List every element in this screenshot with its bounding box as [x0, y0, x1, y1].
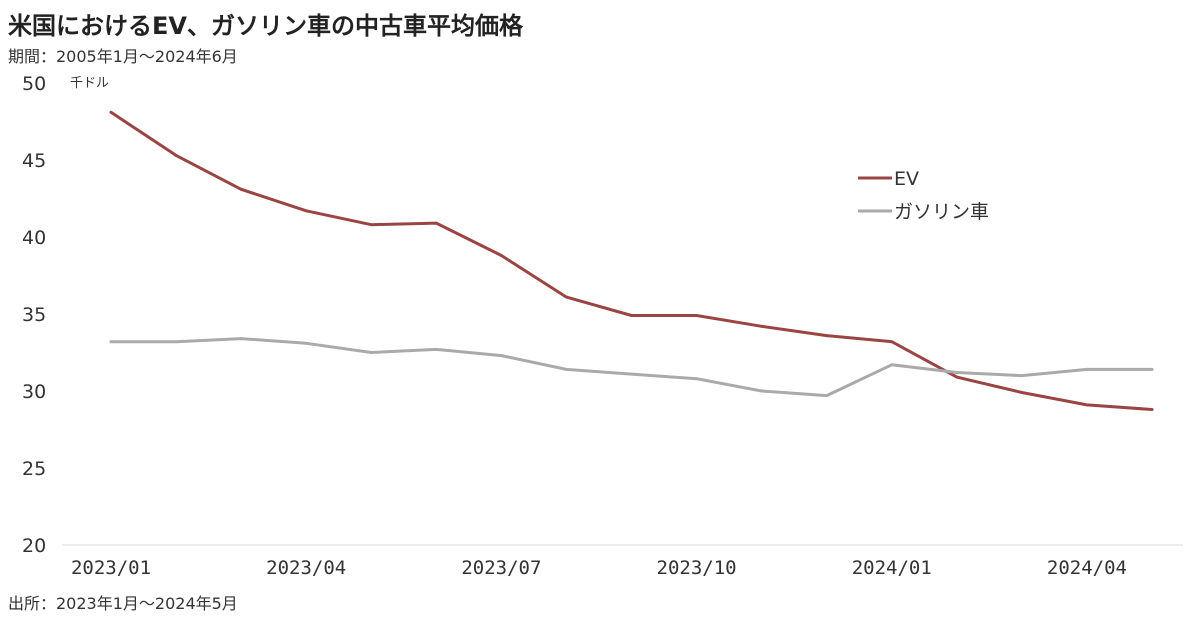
data-point	[630, 372, 633, 376]
data-point	[499, 354, 503, 357]
data-point	[109, 340, 113, 344]
series-line-ev	[109, 110, 1154, 411]
data-point	[955, 375, 959, 379]
y-tick-label: 40	[22, 227, 46, 249]
data-point	[695, 377, 698, 381]
y-tick-label: 35	[22, 304, 46, 326]
data-point	[1020, 374, 1024, 377]
data-point	[955, 371, 959, 374]
data-point	[1085, 368, 1089, 371]
chart-source: 出所：2023年1月～2024年5月	[8, 594, 238, 613]
data-point	[369, 351, 373, 354]
data-point	[239, 337, 243, 341]
chart-subtitle: 期間：2005年1月～2024年6月	[8, 47, 238, 66]
data-point	[109, 110, 113, 114]
data-point	[565, 295, 568, 299]
data-point	[304, 341, 308, 345]
y-axis-unit-label: 千ドル	[70, 76, 109, 91]
y-tick-label: 25	[22, 458, 46, 480]
data-point	[890, 340, 894, 344]
x-tick-label: 2023/07	[461, 557, 541, 579]
data-point	[825, 394, 829, 398]
data-point	[304, 209, 308, 213]
data-point	[760, 389, 764, 393]
data-point	[239, 187, 243, 191]
x-tick-label: 2024/04	[1047, 557, 1127, 579]
data-point	[174, 153, 178, 157]
y-tick-label: 45	[22, 150, 46, 172]
data-point	[890, 363, 894, 367]
data-point	[825, 334, 829, 337]
data-point	[760, 324, 764, 328]
legend-label: ガソリン車	[894, 201, 989, 223]
chart-title: 米国におけるEV、ガソリン車の中古車平均価格	[8, 12, 523, 40]
data-point	[1150, 408, 1154, 411]
data-point	[434, 348, 438, 351]
data-point	[695, 314, 698, 317]
y-tick-label: 50	[22, 73, 46, 95]
data-point	[1150, 368, 1154, 371]
data-point	[1020, 391, 1024, 394]
x-tick-label: 2023/04	[266, 557, 346, 579]
data-point	[565, 368, 568, 371]
x-tick-label: 2024/01	[852, 557, 932, 579]
data-point	[369, 223, 373, 227]
y-tick-label: 20	[22, 535, 46, 557]
data-point	[630, 314, 633, 317]
legend-label: EV	[894, 168, 919, 190]
data-point	[174, 340, 178, 344]
x-tick-label: 2023/01	[71, 557, 151, 579]
data-point	[1085, 403, 1089, 407]
data-point	[499, 254, 503, 257]
data-point	[434, 221, 438, 225]
y-tick-label: 30	[22, 381, 46, 403]
x-tick-label: 2023/10	[657, 557, 737, 579]
